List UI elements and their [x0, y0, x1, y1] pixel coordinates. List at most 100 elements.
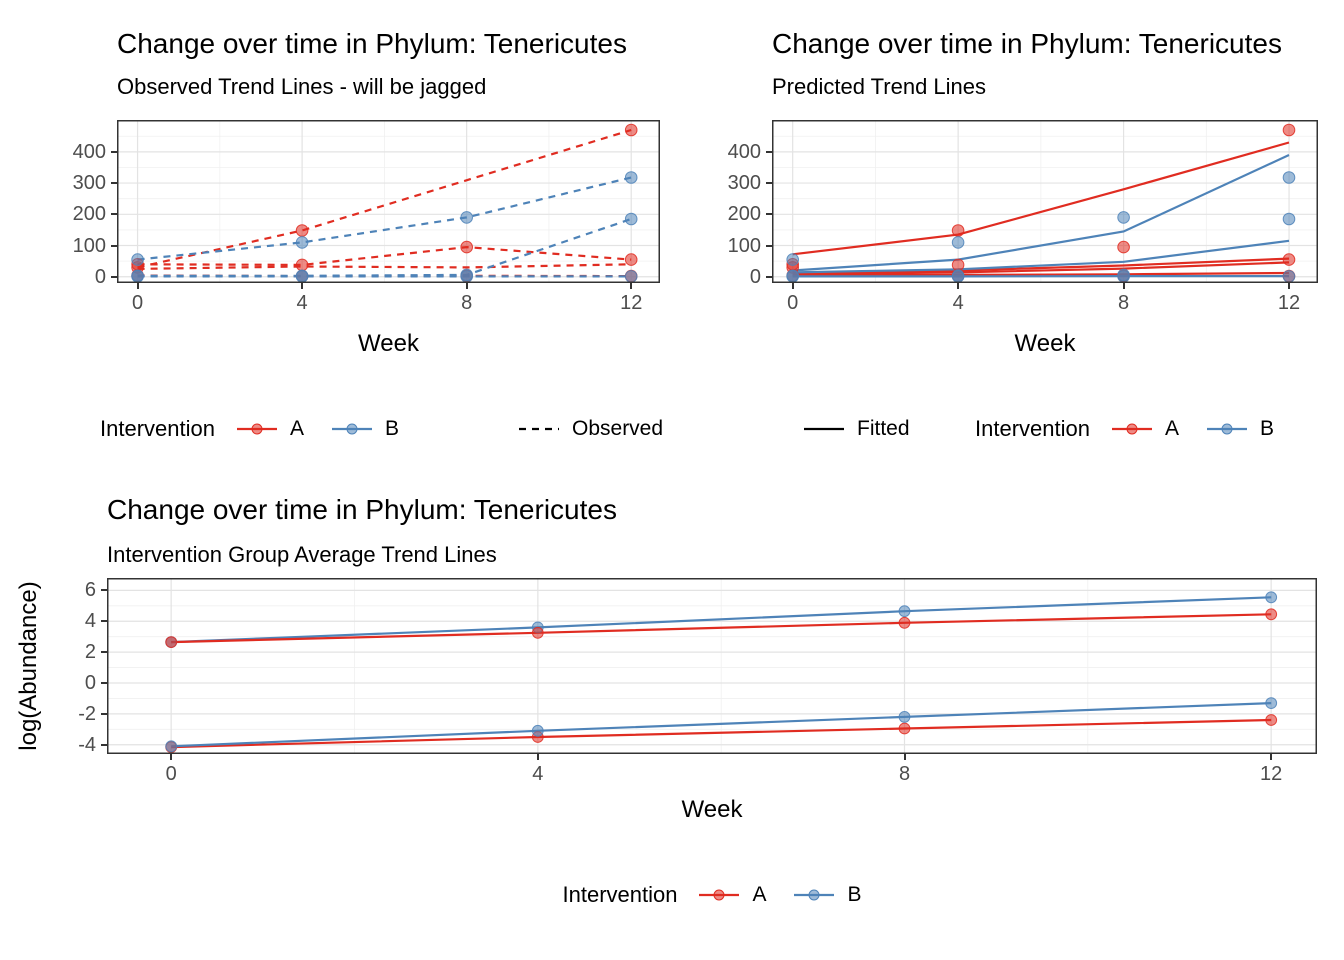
- x-tick-label: 8: [1118, 292, 1130, 314]
- data-point-B-average-low: [531, 724, 544, 737]
- data-point-B-average-high: [898, 605, 911, 618]
- observed-chart-x-axis-title: Week: [358, 330, 419, 357]
- data-point-A-points-1: [951, 224, 965, 237]
- legend-key: [802, 418, 846, 440]
- x-tick-mark: [170, 754, 173, 760]
- x-tick-label: 12: [1277, 292, 1301, 314]
- legend-key: [792, 884, 836, 906]
- legend-label: B: [1259, 417, 1274, 440]
- series-line-A-fitted-3: [792, 261, 1290, 276]
- data-point-B-points-3: [1282, 270, 1296, 283]
- data-point-B-points-1: [786, 253, 800, 266]
- x-tick-label: 12: [620, 292, 643, 314]
- y-tick-mark: [101, 620, 107, 623]
- predicted-chart-panel: [772, 120, 1318, 283]
- legend-label: Fitted: [857, 417, 910, 440]
- legend-title: Intervention: [975, 416, 1090, 441]
- data-point-B-subject-3: [460, 270, 474, 283]
- series-line-A-average-high: [171, 613, 1272, 644]
- data-point-A-points-1: [1282, 123, 1296, 137]
- average-chart-panel: [107, 578, 1317, 754]
- data-point-B-subject-2: [624, 212, 638, 226]
- data-point-B-points-1: [1282, 171, 1296, 184]
- y-tick-label: 400: [727, 140, 761, 163]
- series-line-A-subject-2: [137, 245, 632, 267]
- legend-intervention-right: Intervention A B: [975, 414, 1274, 444]
- data-point-A-subject-2: [460, 240, 474, 254]
- x-tick-mark: [1288, 283, 1291, 289]
- panel-border: [772, 120, 1318, 283]
- x-tick-mark: [1270, 754, 1273, 760]
- y-tick-mark: [111, 150, 117, 153]
- solid-line-key-icon: [804, 427, 844, 431]
- y-tick-label: -4: [78, 733, 96, 756]
- y-tick-label: 300: [727, 172, 761, 195]
- data-point-B-points-1: [1117, 211, 1130, 224]
- series-line-A-subject-1: [137, 128, 632, 269]
- panel-border: [107, 578, 1317, 754]
- data-point-A-points-2: [951, 258, 965, 272]
- y-tick-mark: [101, 712, 107, 715]
- x-tick-mark: [465, 283, 468, 289]
- data-point-B-points-1: [951, 236, 965, 249]
- data-point-A-points-2: [1117, 240, 1130, 254]
- x-tick-label: 12: [1260, 763, 1283, 785]
- data-point-B-subject-3: [131, 270, 144, 283]
- predicted-chart-title: Change over time in Phylum: Tenericutes: [772, 28, 1282, 59]
- legend-title: Intervention: [100, 416, 215, 441]
- y-tick-mark: [766, 150, 772, 153]
- data-point-A-average-low: [898, 722, 911, 735]
- x-tick-label: 4: [952, 292, 964, 314]
- x-tick-label: 0: [787, 292, 799, 314]
- data-point-B-average-high: [1265, 591, 1278, 604]
- average-chart-subtitle: Intervention Group Average Trend Lines: [107, 542, 497, 567]
- data-point-A-average-high: [898, 616, 911, 629]
- data-point-A-subject-2: [624, 253, 638, 266]
- data-point-B-subject-1: [624, 171, 638, 184]
- data-point-A-average-low: [1265, 714, 1278, 726]
- y-tick-label: -2: [78, 702, 96, 725]
- series-line-B-fitted-1: [792, 154, 1290, 272]
- line-point-key-icon: [331, 423, 372, 435]
- data-point-A-average-high: [531, 626, 544, 639]
- y-tick-mark: [766, 213, 772, 216]
- y-tick-label: 400: [72, 140, 106, 163]
- series-line-A-average-low: [171, 718, 1272, 749]
- data-point-A-subject-2: [295, 258, 309, 272]
- data-point-B-subject-1: [460, 211, 474, 224]
- data-point-A-subject-1: [624, 123, 638, 137]
- y-tick-mark: [111, 182, 117, 185]
- series-line-B-average-low: [171, 702, 1272, 748]
- x-tick-mark: [791, 283, 794, 289]
- y-tick-label: 300: [72, 172, 106, 195]
- data-point-B-points-3: [951, 270, 965, 283]
- legend-observed: Observed: [517, 414, 663, 444]
- legend-label: A: [289, 417, 304, 440]
- y-tick-label: 100: [72, 234, 106, 257]
- x-tick-label: 0: [165, 763, 177, 785]
- x-tick-label: 4: [532, 763, 544, 785]
- data-point-A-average-high: [165, 636, 178, 648]
- series-line-A-subject-3: [137, 263, 632, 270]
- legend-label: B: [384, 417, 399, 440]
- y-tick-mark: [101, 681, 107, 684]
- y-tick-mark: [111, 213, 117, 216]
- y-tick-mark: [101, 589, 107, 592]
- data-point-B-points-2: [1282, 212, 1296, 226]
- predicted-chart-x-axis-title: Week: [1014, 330, 1076, 357]
- y-tick-label: 6: [84, 579, 96, 602]
- y-tick-mark: [111, 244, 117, 247]
- legend-key: [330, 418, 374, 440]
- dashed-line-key-icon: [519, 427, 559, 431]
- data-point-B-average-low: [165, 740, 178, 753]
- observed-chart-panel: [117, 120, 660, 283]
- legend-key: [1205, 418, 1249, 440]
- line-point-key-icon: [699, 889, 740, 901]
- y-tick-mark: [111, 275, 117, 278]
- x-tick-mark: [957, 283, 960, 289]
- y-tick-mark: [766, 244, 772, 247]
- legend-key: [517, 418, 561, 440]
- y-tick-mark: [101, 651, 107, 654]
- legend-fitted: Fitted: [802, 414, 910, 444]
- data-point-B-average-low: [1265, 697, 1278, 709]
